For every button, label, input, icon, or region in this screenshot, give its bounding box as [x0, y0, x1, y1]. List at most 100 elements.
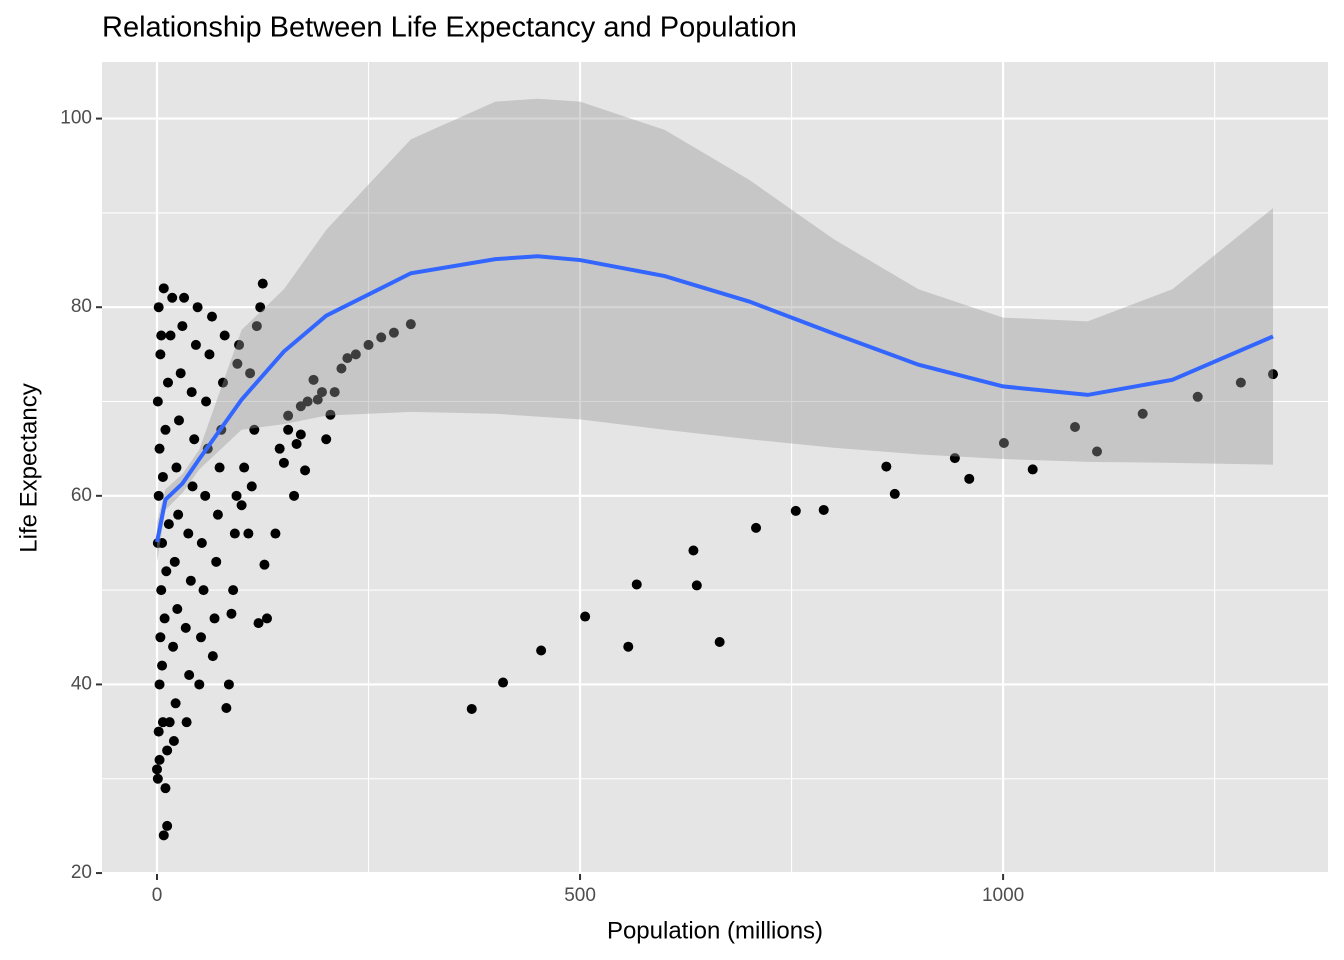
y-tick-label: 80	[71, 296, 92, 317]
point	[536, 645, 547, 656]
point	[201, 396, 212, 407]
point	[376, 332, 387, 343]
point	[623, 641, 634, 652]
y-axis-title: Life Expectancy	[15, 383, 42, 552]
y-tick-label: 40	[71, 673, 92, 694]
point	[186, 387, 197, 398]
point	[153, 726, 164, 737]
point	[154, 679, 165, 690]
point	[162, 745, 173, 756]
point	[243, 528, 254, 539]
point	[1192, 391, 1203, 402]
point	[1092, 446, 1103, 457]
point	[155, 349, 166, 360]
point	[881, 461, 892, 472]
chart-title: Relationship Between Life Expectancy and…	[102, 12, 797, 44]
point	[790, 505, 801, 516]
point	[195, 632, 206, 643]
point	[170, 698, 181, 709]
point	[223, 679, 234, 690]
point	[308, 374, 319, 385]
point	[1137, 408, 1148, 419]
point	[691, 580, 702, 591]
point	[300, 465, 311, 476]
point	[388, 327, 399, 338]
point	[211, 556, 222, 567]
point	[688, 545, 699, 556]
point	[234, 339, 245, 350]
smooth-line	[155, 254, 1274, 543]
point	[350, 349, 361, 360]
point	[173, 415, 184, 426]
point	[1235, 377, 1246, 388]
point	[239, 462, 250, 473]
point	[321, 434, 332, 445]
point	[278, 457, 289, 468]
point	[157, 717, 168, 728]
point	[198, 585, 209, 596]
point	[231, 490, 242, 501]
point	[190, 339, 201, 350]
point	[159, 613, 170, 624]
point	[158, 283, 169, 294]
confidence-band	[156, 98, 1274, 562]
point	[249, 424, 260, 435]
point	[194, 679, 205, 690]
point	[173, 509, 184, 520]
point	[295, 429, 306, 440]
point	[219, 330, 230, 341]
point	[336, 363, 347, 374]
point	[232, 358, 243, 369]
point	[342, 353, 353, 364]
point	[214, 462, 225, 473]
point	[177, 321, 188, 332]
point	[964, 473, 975, 484]
point	[714, 637, 725, 647]
point	[189, 434, 200, 445]
point	[169, 556, 180, 567]
point	[171, 462, 182, 473]
point	[209, 613, 220, 624]
point	[151, 764, 162, 775]
point	[160, 424, 171, 435]
point	[163, 519, 174, 530]
point	[329, 387, 340, 398]
point	[245, 368, 256, 379]
point	[1070, 421, 1081, 432]
point	[270, 528, 281, 539]
point	[257, 278, 268, 289]
point	[172, 603, 183, 614]
point	[153, 490, 164, 501]
point	[192, 302, 203, 313]
point	[466, 703, 477, 714]
point	[160, 783, 171, 794]
point	[196, 537, 207, 548]
point	[236, 500, 247, 511]
point	[162, 820, 173, 831]
point	[818, 504, 829, 515]
point	[1027, 464, 1038, 475]
point	[312, 394, 323, 405]
x-tick-label: 0	[152, 885, 163, 906]
point	[229, 528, 240, 539]
point	[228, 585, 239, 596]
x-tick-label: 500	[564, 885, 596, 906]
point	[156, 330, 167, 341]
point	[187, 481, 198, 492]
point	[181, 717, 192, 728]
point	[316, 387, 327, 398]
point	[157, 471, 168, 482]
point	[156, 585, 167, 596]
point	[152, 773, 163, 784]
point	[155, 632, 166, 643]
point	[1268, 369, 1279, 380]
point	[291, 438, 302, 449]
point	[217, 377, 228, 388]
point	[207, 651, 218, 662]
point	[631, 579, 642, 590]
point	[226, 608, 237, 619]
point	[157, 660, 168, 671]
point	[325, 409, 336, 420]
point	[158, 830, 169, 841]
